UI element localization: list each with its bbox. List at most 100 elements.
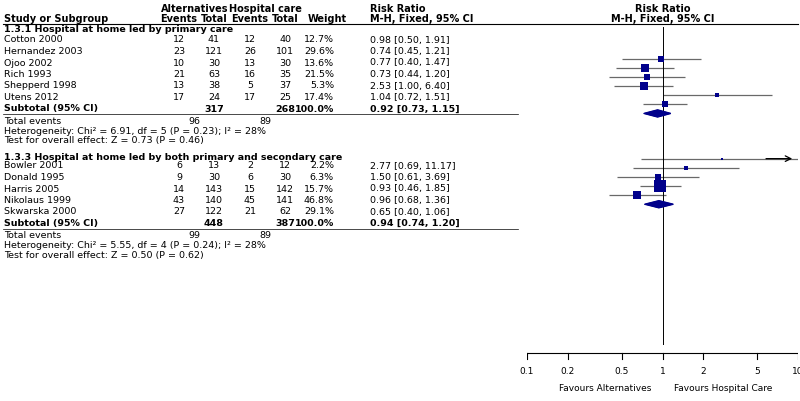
Text: Total events: Total events: [4, 117, 62, 126]
Text: Bowler 2001: Bowler 2001: [4, 162, 63, 170]
Text: 13: 13: [208, 162, 220, 170]
Text: 317: 317: [204, 105, 224, 113]
Text: Total events: Total events: [4, 231, 62, 240]
Text: Total: Total: [272, 14, 298, 24]
Text: 12: 12: [279, 162, 291, 170]
Text: 89: 89: [259, 117, 271, 126]
Text: 13: 13: [173, 81, 185, 91]
Text: Donald 1995: Donald 1995: [4, 173, 65, 182]
Text: Favours Alternatives: Favours Alternatives: [559, 384, 652, 393]
Text: 2.77 [0.69, 11.17]: 2.77 [0.69, 11.17]: [370, 162, 456, 170]
Text: 1.50 [0.61, 3.69]: 1.50 [0.61, 3.69]: [370, 173, 450, 182]
Text: 0.93 [0.46, 1.85]: 0.93 [0.46, 1.85]: [370, 184, 450, 194]
Text: 122: 122: [205, 207, 223, 217]
Text: Total: Total: [201, 14, 227, 24]
Text: 0.94 [0.74, 1.20]: 0.94 [0.74, 1.20]: [370, 219, 460, 228]
Text: 6: 6: [247, 173, 253, 182]
Text: 2.2%: 2.2%: [310, 162, 334, 170]
Text: 101: 101: [276, 47, 294, 56]
Text: 140: 140: [205, 196, 223, 205]
Text: 43: 43: [173, 196, 185, 205]
Text: 0.77 [0.40, 1.47]: 0.77 [0.40, 1.47]: [370, 59, 450, 67]
Text: Subtotal (95% CI): Subtotal (95% CI): [4, 105, 98, 113]
Text: 25: 25: [279, 93, 291, 102]
Polygon shape: [645, 200, 674, 208]
Text: 448: 448: [204, 219, 224, 228]
Text: 45: 45: [244, 196, 256, 205]
Text: 21.5%: 21.5%: [304, 70, 334, 79]
Text: 16: 16: [244, 70, 256, 79]
Text: 1: 1: [660, 367, 666, 377]
Text: 21: 21: [173, 70, 185, 79]
Text: 1.3.3 Hospital at home led by both primary and secondary care: 1.3.3 Hospital at home led by both prima…: [4, 152, 342, 162]
Text: 10: 10: [792, 367, 800, 377]
Text: 99: 99: [188, 231, 200, 240]
Text: Rich 1993: Rich 1993: [4, 70, 52, 79]
Text: Nikolaus 1999: Nikolaus 1999: [4, 196, 71, 205]
Text: Shepperd 1998: Shepperd 1998: [4, 81, 77, 91]
Text: 9: 9: [176, 173, 182, 182]
Text: Ojoo 2002: Ojoo 2002: [4, 59, 53, 67]
Text: 13.6%: 13.6%: [304, 59, 334, 67]
Text: 141: 141: [276, 196, 294, 205]
Text: Skwarska 2000: Skwarska 2000: [4, 207, 76, 217]
Text: 26: 26: [244, 47, 256, 56]
Text: 0.5: 0.5: [614, 367, 629, 377]
Text: 12.7%: 12.7%: [304, 36, 334, 45]
Text: 2: 2: [701, 367, 706, 377]
Text: Heterogeneity: Chi² = 6.91, df = 5 (P = 0.23); I² = 28%: Heterogeneity: Chi² = 6.91, df = 5 (P = …: [4, 126, 266, 136]
Text: 5: 5: [247, 81, 253, 91]
Text: 35: 35: [279, 70, 291, 79]
Text: Test for overall effect: Z = 0.50 (P = 0.62): Test for overall effect: Z = 0.50 (P = 0…: [4, 251, 204, 260]
Text: Hospital care: Hospital care: [229, 4, 302, 14]
Text: 100.0%: 100.0%: [294, 219, 334, 228]
Text: 96: 96: [188, 117, 200, 126]
Text: 2: 2: [247, 162, 253, 170]
Text: Test for overall effect: Z = 0.73 (P = 0.46): Test for overall effect: Z = 0.73 (P = 0…: [4, 136, 204, 146]
Text: 63: 63: [208, 70, 220, 79]
Text: 30: 30: [279, 59, 291, 67]
Polygon shape: [644, 110, 670, 117]
Text: 0.65 [0.40, 1.06]: 0.65 [0.40, 1.06]: [370, 207, 450, 217]
Text: 387: 387: [275, 219, 295, 228]
Text: Weight: Weight: [307, 14, 346, 24]
Text: 13: 13: [244, 59, 256, 67]
Text: 121: 121: [205, 47, 223, 56]
Text: Cotton 2000: Cotton 2000: [4, 36, 62, 45]
Text: 89: 89: [259, 231, 271, 240]
Text: Harris 2005: Harris 2005: [4, 184, 59, 194]
Text: 0.92 [0.73, 1.15]: 0.92 [0.73, 1.15]: [370, 105, 460, 113]
Text: 17: 17: [244, 93, 256, 102]
Text: 23: 23: [173, 47, 185, 56]
Text: 15: 15: [244, 184, 256, 194]
Text: Risk Ratio: Risk Ratio: [370, 4, 426, 14]
Text: 12: 12: [244, 36, 256, 45]
Text: 2.53 [1.00, 6.40]: 2.53 [1.00, 6.40]: [370, 81, 450, 91]
Text: Risk Ratio: Risk Ratio: [634, 4, 690, 14]
Text: Utens 2012: Utens 2012: [4, 93, 58, 102]
Text: 100.0%: 100.0%: [294, 105, 334, 113]
Text: 5: 5: [754, 367, 760, 377]
Text: Favours Hospital Care: Favours Hospital Care: [674, 384, 772, 393]
Text: 30: 30: [208, 173, 220, 182]
Text: Heterogeneity: Chi² = 5.55, df = 4 (P = 0.24); I² = 28%: Heterogeneity: Chi² = 5.55, df = 4 (P = …: [4, 241, 266, 250]
Text: Events: Events: [231, 14, 269, 24]
Text: 29.1%: 29.1%: [304, 207, 334, 217]
Text: 38: 38: [208, 81, 220, 91]
Text: Study or Subgroup: Study or Subgroup: [4, 14, 108, 24]
Text: 6.3%: 6.3%: [310, 173, 334, 182]
Text: 143: 143: [205, 184, 223, 194]
Text: M-H, Fixed, 95% CI: M-H, Fixed, 95% CI: [611, 14, 714, 24]
Text: 1.3.1 Hospital at home led by primary care: 1.3.1 Hospital at home led by primary ca…: [4, 26, 233, 34]
Text: 17.4%: 17.4%: [304, 93, 334, 102]
Text: 10: 10: [173, 59, 185, 67]
Text: 0.2: 0.2: [561, 367, 575, 377]
Text: 15.7%: 15.7%: [304, 184, 334, 194]
Text: 17: 17: [173, 93, 185, 102]
Text: Hernandez 2003: Hernandez 2003: [4, 47, 82, 56]
Text: 46.8%: 46.8%: [304, 196, 334, 205]
Text: 0.73 [0.44, 1.20]: 0.73 [0.44, 1.20]: [370, 70, 450, 79]
Text: 37: 37: [279, 81, 291, 91]
Text: 24: 24: [208, 93, 220, 102]
Text: 14: 14: [173, 184, 185, 194]
